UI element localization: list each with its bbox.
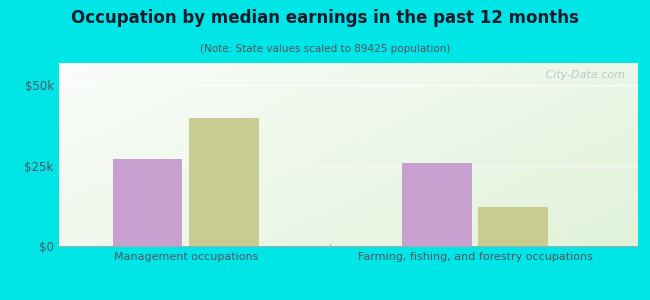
- Bar: [402, 163, 471, 246]
- Bar: [478, 208, 548, 246]
- Text: (Note: State values scaled to 89425 population): (Note: State values scaled to 89425 popu…: [200, 44, 450, 53]
- Text: City-Data.com: City-Data.com: [543, 70, 625, 80]
- Bar: [189, 118, 259, 246]
- Bar: [113, 159, 182, 246]
- Text: Occupation by median earnings in the past 12 months: Occupation by median earnings in the pas…: [71, 9, 579, 27]
